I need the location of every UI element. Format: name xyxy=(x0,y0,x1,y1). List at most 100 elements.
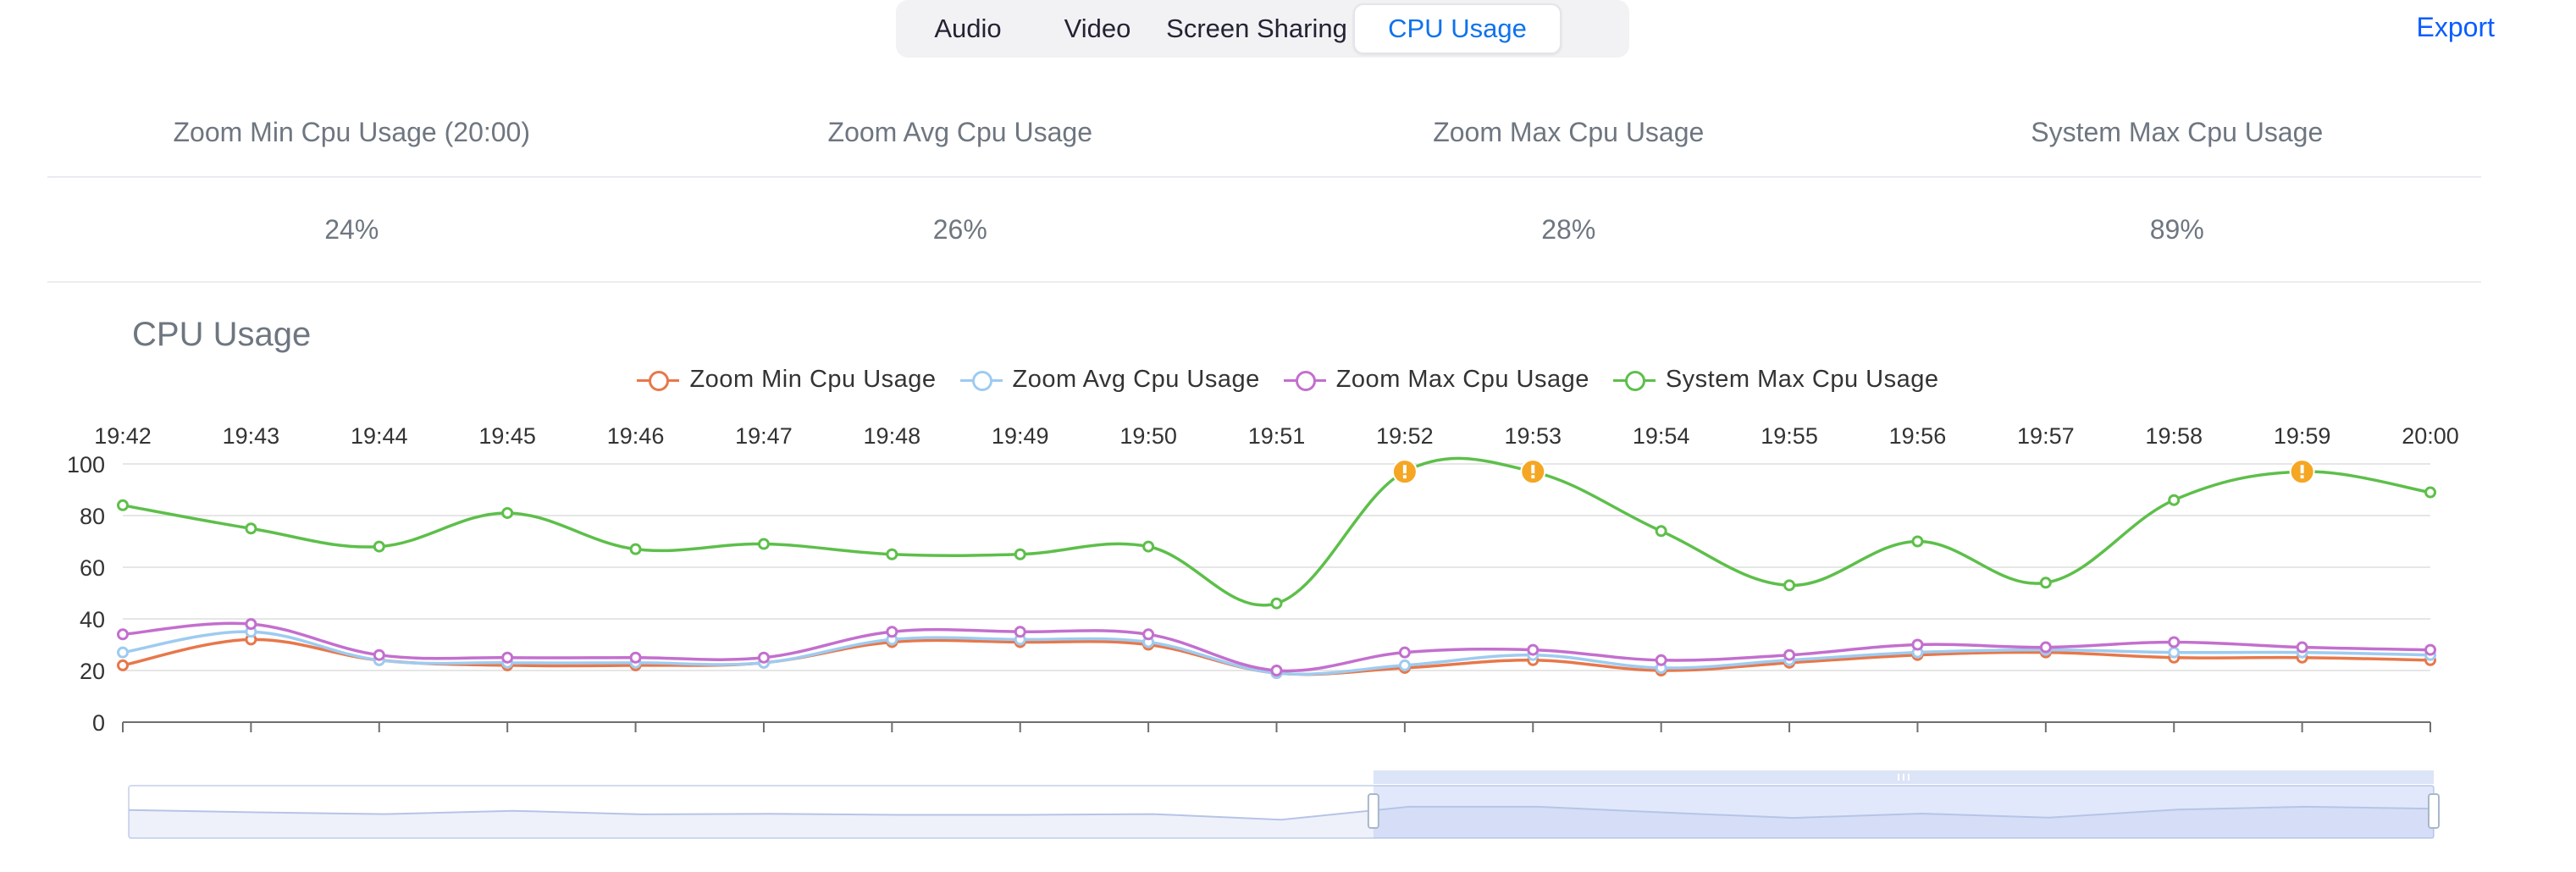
data-point xyxy=(1527,643,1540,656)
legend-item-zoom-max[interactable]: Zoom Max Cpu Usage xyxy=(1283,366,1589,394)
x-tick-label: 19:52 xyxy=(1376,423,1434,449)
value-zoom-avg-cpu: 26% xyxy=(932,213,987,245)
data-point xyxy=(1911,638,1924,651)
warning-icon xyxy=(1531,475,1535,479)
value-zoom-max-cpu: 28% xyxy=(1541,213,1596,245)
data-point xyxy=(1655,654,1667,666)
data-point xyxy=(1398,659,1411,671)
legend-label: Zoom Max Cpu Usage xyxy=(1335,366,1589,393)
x-tick-label: 19:47 xyxy=(735,423,793,449)
zoom-overview-line xyxy=(128,805,2435,821)
tab-bar: Audio Video Screen Sharing CPU Usage xyxy=(896,0,1629,58)
x-tick-label: 19:48 xyxy=(864,423,921,449)
data-point xyxy=(1398,646,1411,659)
data-point xyxy=(2296,641,2308,654)
x-tick-label: 19:51 xyxy=(1248,423,1306,449)
data-point xyxy=(117,499,129,511)
data-point xyxy=(757,538,770,550)
x-tick-label: 19:54 xyxy=(1633,423,1690,449)
data-point xyxy=(629,543,642,555)
chart-legend: Zoom Min Cpu Usage Zoom Avg Cpu Usage Zo… xyxy=(0,366,2576,394)
export-button[interactable]: Export xyxy=(2416,12,2495,42)
data-point xyxy=(245,618,257,631)
data-point xyxy=(2039,577,2052,589)
series-line xyxy=(122,456,2431,607)
data-point xyxy=(2424,643,2436,656)
warning-icon xyxy=(2300,475,2304,479)
data-point xyxy=(1783,648,1796,661)
warning-icon xyxy=(1531,465,1535,474)
x-tick-label: 19:55 xyxy=(1761,423,1818,449)
x-tick-label: 19:46 xyxy=(607,423,665,449)
legend-item-zoom-min[interactable]: Zoom Min Cpu Usage xyxy=(637,366,936,394)
y-tick-label: 20 xyxy=(80,659,105,684)
legend-line-marker-icon xyxy=(1612,368,1656,392)
tab-audio[interactable]: Audio xyxy=(934,14,1002,43)
x-tick-label: 19:53 xyxy=(1504,423,1562,449)
data-point xyxy=(1783,579,1796,592)
x-tick-label: 19:57 xyxy=(2017,423,2075,449)
data-point xyxy=(501,506,514,519)
legend-line-marker-icon xyxy=(637,368,680,392)
data-point xyxy=(1142,540,1155,553)
x-tick-label: 19:59 xyxy=(2274,423,2331,449)
y-tick-label: 40 xyxy=(80,607,105,632)
data-point xyxy=(373,540,385,553)
data-point xyxy=(2168,646,2181,659)
header-zoom-avg-cpu: Zoom Avg Cpu Usage xyxy=(827,116,1092,147)
data-point xyxy=(117,628,129,641)
legend-label: Zoom Min Cpu Usage xyxy=(689,366,937,393)
data-point xyxy=(1014,626,1026,638)
data-point xyxy=(1142,628,1155,641)
value-system-max-cpu: 89% xyxy=(2149,213,2204,245)
x-tick-label: 19:45 xyxy=(478,423,536,449)
tab-video[interactable]: Video xyxy=(1064,14,1131,43)
data-point xyxy=(1270,597,1283,610)
legend-label: Zoom Avg Cpu Usage xyxy=(1012,366,1260,393)
data-point xyxy=(501,651,514,664)
data-point xyxy=(2168,636,2181,648)
summary-header-row: Zoom Min Cpu Usage (20:00) Zoom Avg Cpu … xyxy=(47,88,2481,178)
x-tick-label: 19:44 xyxy=(351,423,408,449)
summary-value-row: 24% 26% 28% 89% xyxy=(47,178,2481,283)
data-point xyxy=(886,548,898,560)
data-point xyxy=(373,648,385,661)
header-system-max-cpu: System Max Cpu Usage xyxy=(2031,116,2324,147)
data-point xyxy=(2424,486,2436,499)
x-tick-label: 19:50 xyxy=(1119,423,1177,449)
header-zoom-min-cpu: Zoom Min Cpu Usage (20:00) xyxy=(173,116,530,147)
x-tick-label: 19:42 xyxy=(94,423,152,449)
legend-line-marker-icon xyxy=(1283,368,1326,392)
data-point xyxy=(117,659,129,671)
data-point xyxy=(1014,548,1026,560)
header-zoom-max-cpu: Zoom Max Cpu Usage xyxy=(1433,116,1705,147)
data-point xyxy=(1270,665,1283,676)
summary-table: Zoom Min Cpu Usage (20:00) Zoom Avg Cpu … xyxy=(47,102,2481,283)
data-point xyxy=(2039,641,2052,654)
zoom-handle[interactable] xyxy=(1367,793,1379,829)
warning-icon xyxy=(2300,465,2304,474)
y-tick-label: 80 xyxy=(80,504,105,529)
tab-cpu-usage[interactable]: CPU Usage xyxy=(1353,3,1562,54)
chart-title: CPU Usage xyxy=(132,316,312,353)
value-zoom-min-cpu: 24% xyxy=(324,213,379,245)
data-point xyxy=(629,651,642,664)
data-point xyxy=(757,651,770,664)
zoom-handle[interactable] xyxy=(2428,793,2440,829)
data-point xyxy=(886,626,898,638)
data-point xyxy=(117,646,129,659)
legend-line-marker-icon xyxy=(959,368,1003,392)
x-tick-label: 19:58 xyxy=(2145,423,2203,449)
zoom-selected-range xyxy=(1373,786,2434,838)
data-point xyxy=(1911,535,1924,548)
x-tick-label: 20:00 xyxy=(2402,423,2459,449)
y-tick-label: 100 xyxy=(67,452,105,477)
x-tick-label: 19:56 xyxy=(1889,423,1947,449)
legend-item-system-max[interactable]: System Max Cpu Usage xyxy=(1612,366,1939,394)
legend-label: System Max Cpu Usage xyxy=(1665,366,1939,393)
x-tick-label: 19:49 xyxy=(992,423,1049,449)
y-tick-label: 60 xyxy=(80,555,105,581)
tab-screen-sharing[interactable]: Screen Sharing xyxy=(1166,14,1347,43)
legend-item-zoom-avg[interactable]: Zoom Avg Cpu Usage xyxy=(959,366,1260,394)
